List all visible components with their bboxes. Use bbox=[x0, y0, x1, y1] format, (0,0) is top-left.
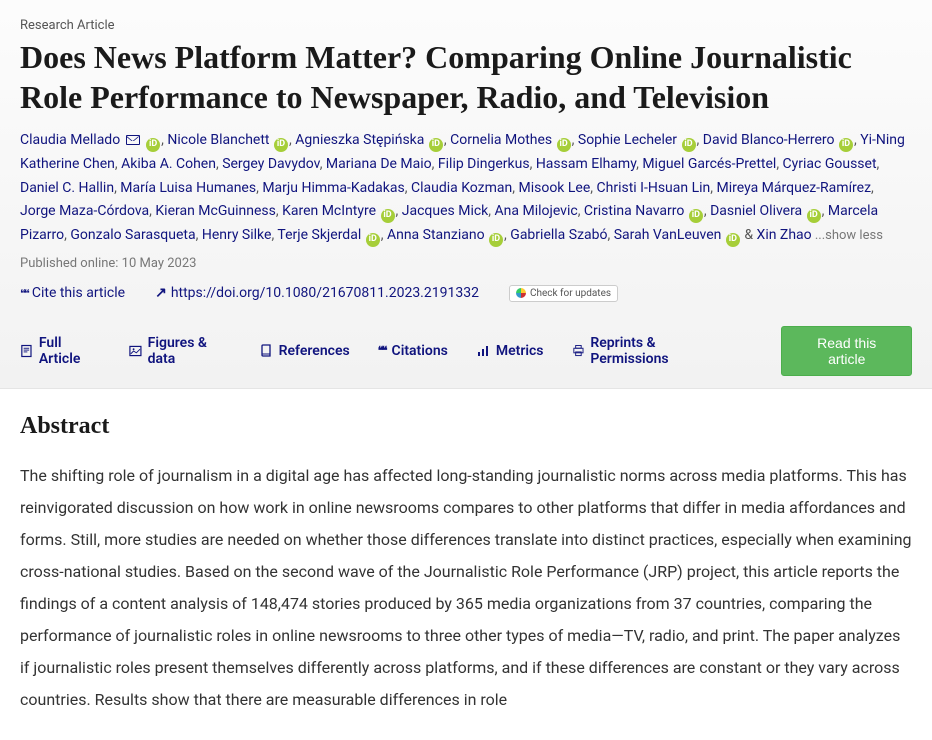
chart-icon bbox=[476, 344, 490, 358]
author-link[interactable]: Daniel C. Hallin bbox=[20, 180, 114, 196]
orcid-icon[interactable]: iD bbox=[689, 209, 703, 223]
author-link[interactable]: Hassam Elhamy bbox=[536, 156, 636, 172]
tab-reprints[interactable]: Reprints & Permissions bbox=[572, 335, 726, 367]
orcid-icon[interactable]: iD bbox=[682, 138, 696, 152]
mail-icon[interactable] bbox=[126, 135, 140, 145]
author-link[interactable]: Gabriella Szabó bbox=[510, 227, 607, 243]
author-link[interactable]: Marju Himma-Kadakas bbox=[262, 180, 404, 196]
author-link[interactable]: Terje Skjerdal bbox=[277, 227, 361, 243]
crossmark-button[interactable]: Check for updates bbox=[509, 285, 618, 302]
author-link[interactable]: Claudia Mellado bbox=[20, 132, 120, 148]
orcid-icon[interactable]: iD bbox=[489, 233, 503, 247]
author-link[interactable]: Sophie Lecheler bbox=[578, 132, 677, 148]
authors-list: Claudia Mellado iD, Nicole Blanchett iD,… bbox=[20, 129, 912, 248]
orcid-icon[interactable]: iD bbox=[807, 209, 821, 223]
author-link[interactable]: Anna Stanziano bbox=[387, 227, 485, 243]
author-link[interactable]: Agnieszka Stępińska bbox=[295, 132, 424, 148]
author-link[interactable]: Nicole Blanchett bbox=[167, 132, 269, 148]
doi-link[interactable]: https://doi.org/10.1080/21670811.2023.21… bbox=[155, 285, 479, 301]
print-icon bbox=[572, 344, 585, 358]
read-article-button[interactable]: Read this article bbox=[781, 326, 912, 376]
author-link[interactable]: Miguel Garcés-Prettel bbox=[642, 156, 776, 172]
tab-metrics[interactable]: Metrics bbox=[476, 343, 544, 359]
author-link[interactable]: Jorge Maza-Córdova bbox=[20, 203, 149, 219]
author-link[interactable]: Akiba A. Cohen bbox=[121, 156, 216, 172]
author-link[interactable]: Henry Silke bbox=[202, 227, 272, 243]
author-link[interactable]: Mireya Márquez-Ramírez bbox=[717, 180, 872, 196]
author-link[interactable]: Jacques Mick bbox=[402, 203, 489, 219]
orcid-icon[interactable]: iD bbox=[381, 209, 395, 223]
tab-citations[interactable]: ❝❝ Citations bbox=[378, 343, 448, 359]
article-tabs: Full Article Figures & data References ❝… bbox=[20, 326, 912, 388]
tab-references[interactable]: References bbox=[259, 343, 350, 359]
orcid-icon[interactable]: iD bbox=[146, 138, 160, 152]
quote-icon: ❝❝ bbox=[378, 344, 386, 357]
author-link[interactable]: Cyriac Gousset bbox=[783, 156, 877, 172]
crossmark-icon bbox=[516, 288, 526, 298]
author-link[interactable]: Xin Zhao bbox=[757, 227, 812, 243]
orcid-icon[interactable]: iD bbox=[366, 233, 380, 247]
author-link[interactable]: David Blanco-Herrero bbox=[703, 132, 835, 148]
article-title: Does News Platform Matter? Comparing Onl… bbox=[20, 37, 912, 117]
author-link[interactable]: Kieran McGuinness bbox=[155, 203, 275, 219]
author-link[interactable]: Ana Milojevic bbox=[495, 203, 578, 219]
author-link[interactable]: Cornelia Mothes bbox=[450, 132, 552, 148]
author-link[interactable]: Mariana De Maio bbox=[326, 156, 432, 172]
show-less-toggle[interactable]: ...show less bbox=[812, 228, 883, 243]
orcid-icon[interactable]: iD bbox=[839, 138, 853, 152]
author-link[interactable]: María Luisa Humanes bbox=[120, 180, 256, 196]
image-icon bbox=[129, 344, 142, 358]
author-link[interactable]: Sarah VanLeuven bbox=[614, 227, 722, 243]
orcid-icon[interactable]: iD bbox=[274, 138, 288, 152]
document-icon bbox=[20, 344, 33, 358]
published-date: Published online: 10 May 2023 bbox=[20, 256, 912, 271]
author-link[interactable]: Cristina Navarro bbox=[584, 203, 684, 219]
author-link[interactable]: Claudia Kozman bbox=[411, 180, 512, 196]
article-type: Research Article bbox=[20, 18, 912, 33]
tab-full-article[interactable]: Full Article bbox=[20, 335, 101, 367]
author-link[interactable]: Dasniel Olivera bbox=[710, 203, 802, 219]
orcid-icon[interactable]: iD bbox=[429, 138, 443, 152]
author-link[interactable]: Filip Dingerkus bbox=[438, 156, 530, 172]
author-link[interactable]: Karen McIntyre bbox=[282, 203, 376, 219]
author-link[interactable]: Christi I-Hsuan Lin bbox=[597, 180, 711, 196]
book-icon bbox=[259, 344, 273, 358]
orcid-icon[interactable]: iD bbox=[726, 233, 740, 247]
cite-article-link[interactable]: Cite this article bbox=[20, 285, 125, 301]
author-link[interactable]: Misook Lee bbox=[518, 180, 590, 196]
orcid-icon[interactable]: iD bbox=[557, 138, 571, 152]
abstract-text: The shifting role of journalism in a dig… bbox=[20, 460, 912, 716]
author-link[interactable]: Sergey Davydov bbox=[222, 156, 320, 172]
author-link[interactable]: Gonzalo Sarasqueta bbox=[70, 227, 195, 243]
abstract-heading: Abstract bbox=[20, 413, 912, 440]
tab-figures-data[interactable]: Figures & data bbox=[129, 335, 231, 367]
